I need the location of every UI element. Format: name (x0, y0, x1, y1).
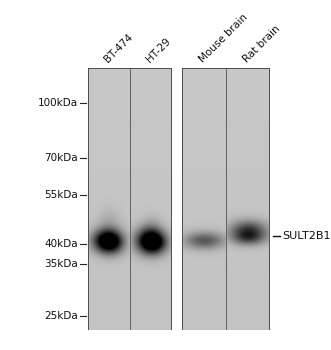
Text: 35kDa: 35kDa (44, 259, 78, 269)
Text: HT-29: HT-29 (144, 36, 172, 64)
Text: 40kDa: 40kDa (44, 239, 78, 249)
Text: 100kDa: 100kDa (38, 98, 78, 108)
Text: BT-474: BT-474 (102, 32, 134, 64)
Text: Rat brain: Rat brain (241, 23, 282, 64)
Text: 25kDa: 25kDa (44, 311, 78, 321)
Text: Mouse brain: Mouse brain (197, 12, 249, 64)
Text: SULT2B1: SULT2B1 (282, 231, 330, 241)
Text: 55kDa: 55kDa (44, 190, 78, 200)
Text: 70kDa: 70kDa (44, 153, 78, 163)
